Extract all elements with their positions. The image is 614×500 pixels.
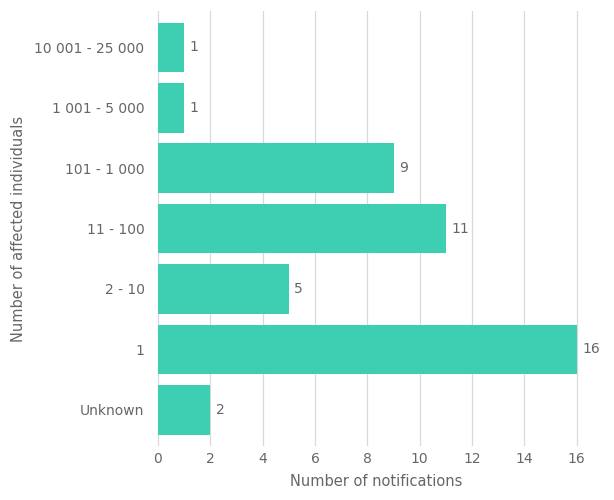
Text: 9: 9 xyxy=(398,161,408,175)
Y-axis label: Number of affected individuals: Number of affected individuals xyxy=(11,116,26,342)
Bar xyxy=(158,264,289,314)
Bar xyxy=(158,385,211,434)
Text: 1: 1 xyxy=(189,101,198,115)
Bar xyxy=(158,204,446,254)
Bar xyxy=(158,83,184,132)
X-axis label: Number of notifications: Number of notifications xyxy=(290,474,463,489)
Text: 1: 1 xyxy=(189,40,198,54)
Text: 16: 16 xyxy=(582,342,600,356)
Text: 5: 5 xyxy=(294,282,303,296)
Bar xyxy=(158,324,577,374)
Bar xyxy=(158,144,394,193)
Text: 11: 11 xyxy=(451,222,469,235)
Bar xyxy=(158,22,184,72)
Text: 2: 2 xyxy=(216,403,224,417)
